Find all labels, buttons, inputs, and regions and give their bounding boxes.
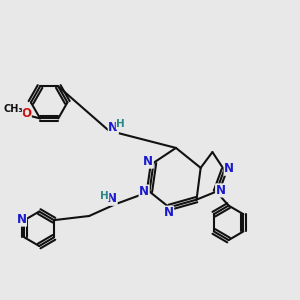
Text: N: N [164, 206, 174, 219]
Text: H: H [100, 191, 109, 201]
Text: CH₃: CH₃ [3, 104, 23, 114]
Text: O: O [8, 103, 17, 116]
Text: O: O [21, 107, 31, 120]
Text: N: N [139, 185, 149, 198]
Text: N: N [143, 155, 153, 168]
Text: N: N [107, 192, 117, 205]
Text: H: H [116, 119, 125, 129]
Text: O: O [21, 107, 31, 120]
Text: N: N [16, 213, 26, 226]
Text: N: N [224, 162, 234, 175]
Text: N: N [216, 184, 226, 197]
Text: N: N [108, 121, 118, 134]
